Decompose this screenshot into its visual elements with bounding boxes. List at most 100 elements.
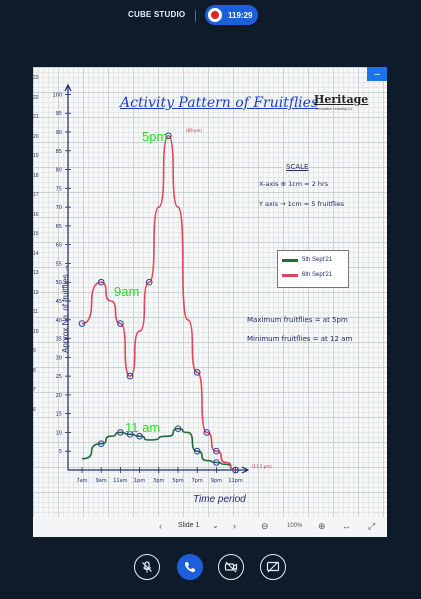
ruler-number: 20 [33, 133, 39, 140]
data-point [136, 432, 143, 440]
ruler-number: 18 [33, 172, 39, 179]
y-tick-label: 10 [56, 430, 62, 436]
x-tick-label: 9pm [211, 478, 222, 484]
slide-toolbar: ‹ Slide 1 ⌄ › ⊖ 100% ⊕ ↔ ⤢ [33, 517, 387, 537]
ruler-number: 12 [33, 289, 39, 296]
x-tick-label: 3pm [153, 478, 164, 484]
data-point [117, 429, 124, 436]
legend-item: 5th Sept'21 [282, 257, 332, 263]
highlight-label-morning: 9am [114, 284, 140, 299]
x-tick-label: 9am [96, 478, 107, 484]
y-tick-label: 70 [56, 205, 62, 211]
slide-title: Activity Pattern of Fruitflies [120, 95, 319, 111]
data-point [213, 459, 220, 466]
x-tick-label: 5pm [172, 478, 183, 484]
ruler-number: 16 [33, 211, 39, 218]
divider [195, 10, 196, 22]
small-tag: (11.5 pm) [252, 464, 272, 469]
y-tick-label: 50 [56, 280, 62, 286]
fit-width-icon[interactable]: ↔ [342, 521, 351, 531]
y-tick-label: 40 [56, 318, 62, 324]
y-tick-label: 65 [56, 224, 62, 230]
logo-brand: Heritage [314, 93, 369, 106]
zoom-out-icon[interactable]: ⊖ [261, 521, 269, 531]
minimize-button[interactable]: – [367, 67, 387, 81]
data-point [213, 447, 220, 455]
x-tick-label: 11am [113, 478, 127, 484]
ruler-number: 8 [33, 367, 36, 374]
call-button[interactable] [177, 554, 203, 580]
ruler-number: 22 [33, 94, 39, 101]
mic-muted-icon [142, 561, 152, 573]
camera-button[interactable] [218, 554, 244, 580]
legend: 5th Sept'21 6th Sept'21 [277, 250, 349, 288]
logo-subtitle: Innovative Learning Co. [316, 107, 353, 111]
y-tick-label: 90 [56, 130, 62, 136]
mic-button[interactable] [134, 554, 160, 580]
data-point [126, 372, 134, 380]
legend-label: 6th Sept'21 [302, 272, 333, 278]
ruler-number: 11 [33, 309, 39, 315]
top-bar: CUBE STUDIO 119:29 [0, 0, 421, 34]
data-point [232, 466, 239, 474]
prev-slide-icon[interactable]: ‹ [159, 521, 162, 531]
data-point [203, 429, 211, 436]
zoom-in-icon[interactable]: ⊕ [318, 521, 326, 531]
ruler-number: 6 [33, 406, 36, 413]
data-point [145, 278, 153, 286]
ruler-number: 13 [33, 270, 39, 276]
studio-name: CUBE STUDIO [128, 10, 186, 19]
activity-chart: 5 10 15 20 25 30 35 40 45 50 55 60 65 70 75 80 85 90 95 100… [52, 83, 250, 484]
legend-swatch [282, 273, 298, 277]
call-controls [0, 550, 421, 590]
data-point [193, 369, 201, 376]
y-tick-label: 75 [56, 186, 62, 192]
series-line-1 [81, 427, 236, 471]
y-tick-label: 45 [56, 299, 62, 305]
data-point [193, 447, 201, 455]
series-line-2 [81, 134, 236, 471]
minus-icon: – [374, 68, 380, 80]
data-point [174, 425, 182, 432]
slide-selector[interactable]: Slide 1 [178, 522, 200, 529]
x-tick-label: 7am [76, 478, 87, 484]
fullscreen-icon[interactable]: ⤢ [368, 521, 376, 531]
peak-tag: (89 pm) [186, 128, 202, 133]
y-tick-label: 5 [59, 449, 62, 455]
y-tick-label: 80 [56, 168, 62, 174]
ruler-number: 23 [33, 75, 39, 81]
chevron-down-icon[interactable]: ⌄ [212, 521, 219, 530]
x-axis-label: Time period [193, 494, 246, 505]
ruler-number: 19 [33, 153, 39, 159]
y-tick-label: 55 [56, 261, 62, 267]
ruler-number: 10 [33, 328, 39, 335]
data-point [117, 320, 124, 327]
scale-heading: SCALE [286, 163, 309, 171]
x-axis-arrow [241, 466, 250, 474]
x-tick-label: 1pm [134, 478, 145, 484]
next-slide-icon[interactable]: › [233, 521, 236, 531]
legend-item: 6th Sept'21 [282, 272, 332, 278]
ruler-number: 15 [33, 231, 39, 237]
data-point [126, 431, 134, 438]
y-tick-label: 85 [56, 149, 62, 155]
screen-share-button[interactable] [260, 554, 286, 580]
min-note: Minimum fruitflies = at 12 am [247, 335, 353, 343]
ruler-number: 21 [33, 114, 39, 120]
max-note: Maximum fruitflies = at 5pm [247, 316, 348, 324]
y-tick-label: 100 [52, 92, 62, 98]
y-tick-label: 60 [56, 243, 62, 249]
legend-label: 5th Sept'21 [302, 257, 333, 263]
x-tick-label: 11pm [228, 478, 243, 484]
legend-swatch [282, 258, 298, 262]
phone-icon [184, 562, 195, 573]
x-tick-label: 7pm [192, 478, 203, 484]
recording-timer[interactable]: 119:29 [205, 5, 258, 25]
ruler-number: 17 [33, 192, 39, 198]
ruler-number: 7 [33, 387, 36, 393]
heritage-logo: Heritage Innovative Learning Co. [310, 93, 376, 115]
y-tick-label: 95 [56, 111, 62, 117]
zoom-level: 100% [287, 523, 303, 529]
scale-y-axis: Y axis → 1cm = 5 fruitflies [259, 200, 345, 208]
slide-canvas: – 23 22 21 20 19 18 17 16 15 14 13 12 11 10 9 8 7 6 Activ… [33, 67, 387, 517]
